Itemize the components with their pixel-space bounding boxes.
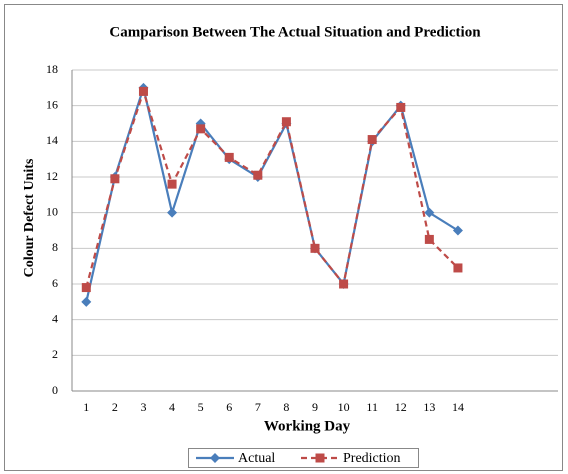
- marker: [167, 179, 177, 189]
- x-axis-label: Working Day: [264, 418, 351, 434]
- marker: [424, 234, 434, 244]
- series-line: [85, 87, 459, 288]
- marker: [315, 453, 325, 463]
- marker: [310, 243, 320, 253]
- marker: [281, 117, 291, 127]
- x-tick-label: 7: [255, 400, 261, 414]
- x-tick-label: 11: [366, 400, 378, 414]
- y-tick-label: 16: [46, 97, 58, 111]
- x-tick-label: 2: [112, 400, 118, 414]
- x-tick-label: 12: [395, 400, 407, 414]
- marker: [196, 124, 206, 134]
- y-tick-label: 6: [52, 276, 58, 290]
- y-tick-label: 18: [46, 62, 58, 76]
- marker: [452, 225, 463, 236]
- x-tick-label: 4: [169, 400, 175, 414]
- y-tick-label: 4: [52, 311, 58, 325]
- marker: [110, 174, 120, 184]
- x-tick-label: 14: [452, 400, 464, 414]
- x-tick-label: 13: [423, 400, 435, 414]
- x-tick-label: 9: [312, 400, 318, 414]
- chart-title: Camparison Between The Actual Situation …: [109, 24, 481, 40]
- x-tick-label: 8: [283, 400, 289, 414]
- marker: [453, 263, 463, 273]
- marker: [253, 170, 263, 180]
- x-tick-label: 6: [226, 400, 232, 414]
- y-tick-label: 2: [52, 347, 58, 361]
- y-tick-label: 12: [46, 169, 58, 183]
- x-tick-label: 5: [198, 400, 204, 414]
- y-tick-label: 10: [46, 204, 58, 218]
- x-tick-label: 3: [140, 400, 146, 414]
- marker: [167, 207, 178, 218]
- x-tick-label: 1: [83, 400, 89, 414]
- marker: [210, 453, 220, 463]
- y-tick-label: 0: [52, 383, 58, 397]
- marker: [138, 86, 148, 96]
- marker: [396, 102, 406, 112]
- y-tick-label: 14: [46, 133, 58, 147]
- chart-border: [4, 4, 563, 471]
- marker: [367, 135, 377, 145]
- y-tick-label: 8: [52, 240, 58, 254]
- marker: [424, 207, 435, 218]
- legend-label: Prediction: [343, 451, 401, 466]
- marker: [224, 152, 234, 162]
- legend-label: Actual: [238, 451, 275, 466]
- y-axis-label: Colour Defect Units: [22, 158, 37, 277]
- x-tick-label: 10: [338, 400, 350, 414]
- marker: [339, 279, 349, 289]
- marker: [81, 296, 92, 307]
- marker: [81, 283, 91, 293]
